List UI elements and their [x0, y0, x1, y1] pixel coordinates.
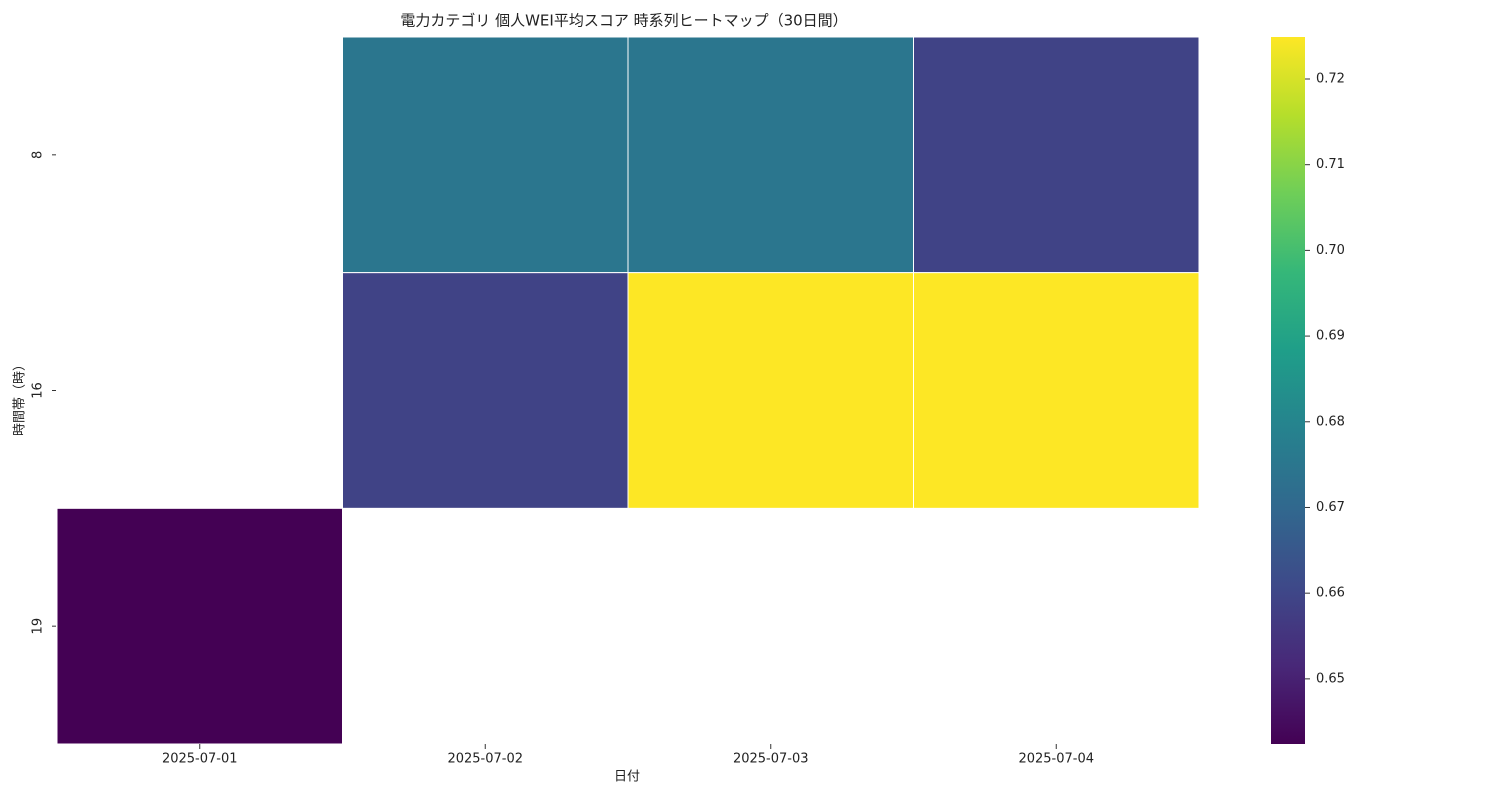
heatmap-cell: [913, 272, 1200, 509]
colorbar-tick-label: 0.72: [1316, 71, 1345, 86]
heatmap-cell: [913, 36, 1200, 274]
colorbar-tick-label: 0.70: [1316, 243, 1345, 258]
y-tick-label: 16: [31, 382, 46, 399]
colorbar-tick-label: 0.69: [1316, 329, 1345, 344]
x-tick-label: 2025-07-04: [1018, 752, 1094, 767]
y-tick-label: 8: [31, 151, 46, 159]
heatmap-cell: [627, 36, 914, 274]
colorbar-tick-label: 0.66: [1316, 586, 1345, 601]
colorbar-tick-label: 0.65: [1316, 671, 1345, 686]
heatmap-cell: [56, 507, 343, 745]
x-tick-label: 2025-07-03: [733, 752, 809, 767]
colorbar: [1271, 37, 1305, 744]
x-tick-label: 2025-07-02: [447, 752, 523, 767]
colorbar-tick-label: 0.68: [1316, 414, 1345, 429]
chart-title: 電力カテゴリ 個人WEI平均スコア 時系列ヒートマップ（30日間）: [400, 12, 847, 30]
heatmap-cell: [627, 272, 914, 509]
heatmap-cell: [342, 36, 629, 274]
heatmap-cell: [342, 272, 629, 509]
x-tick-label: 2025-07-01: [162, 752, 238, 767]
colorbar-tick-label: 0.67: [1316, 500, 1345, 515]
colorbar-tick-label: 0.71: [1316, 157, 1345, 172]
x-axis-label: 日付: [614, 770, 640, 785]
y-axis-label: 時間帯（時）: [13, 358, 28, 436]
y-tick-label: 19: [31, 618, 46, 635]
